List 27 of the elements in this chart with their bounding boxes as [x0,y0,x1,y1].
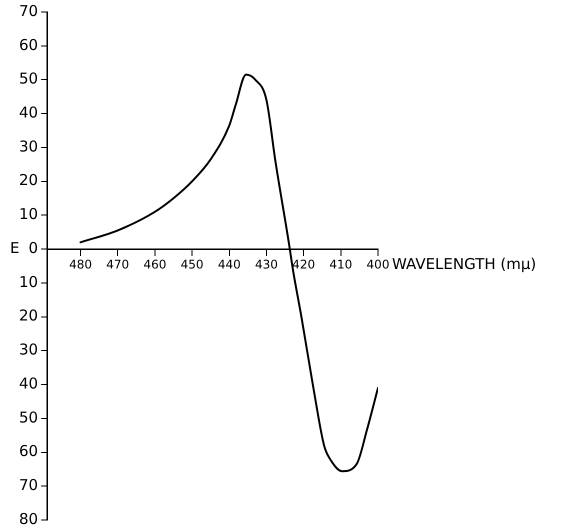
y-tick-label: 20 [18,306,38,325]
y-tick-label: 50 [18,408,38,426]
y-tick-label: 20 [18,171,38,190]
y-tick-label: 40 [18,374,38,392]
y-tick-label: 10 [18,272,38,291]
x-tick-label: 440 [218,257,241,272]
x-tick-label: 400 [366,257,390,272]
y-tick-label: 10 [18,205,38,224]
x-tick-label: 450 [180,257,204,272]
x-tick-label: 470 [106,257,130,272]
x-tick-label: 460 [143,257,166,272]
y-tick-label: 0 [28,238,38,257]
y-tick-label: 60 [18,36,38,54]
x-tick-label: 430 [255,257,278,272]
y-tick-label: 80 [18,510,38,528]
x-tick-label: 410 [329,257,352,272]
y-tick-label: 30 [18,137,38,156]
y-tick-label: 70 [18,476,38,494]
x-tick-label: 420 [292,257,316,272]
y-tick-label: 40 [18,103,38,122]
y-axis-title: E [10,238,20,257]
x-tick-label: 480 [69,257,92,272]
x-axis-title: WAVELENGTH (mμ) [392,254,536,273]
y-tick-label: 60 [18,442,38,460]
y-tick-label: 30 [18,340,38,359]
y-tick-label: 70 [18,2,38,20]
y-tick-label: 50 [18,70,38,88]
